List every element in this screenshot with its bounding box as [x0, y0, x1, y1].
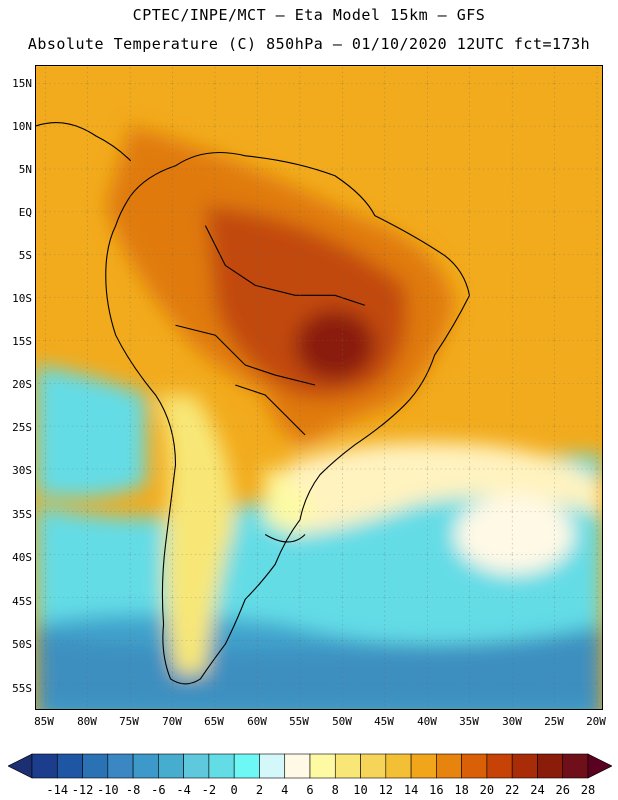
lon-tick: 55W — [289, 715, 309, 728]
colorbar-swatch — [259, 753, 286, 779]
lat-tick: 10S — [12, 292, 32, 305]
colorbar-label: 14 — [403, 783, 419, 797]
lon-tick: 40W — [417, 715, 437, 728]
colorbar-swatch — [511, 753, 538, 779]
lon-tick: 50W — [332, 715, 352, 728]
colorbar-over-arrow — [587, 753, 612, 779]
lat-tick: 15N — [12, 77, 32, 90]
colorbar-label: 12 — [378, 783, 394, 797]
colorbar-swatch — [208, 753, 235, 779]
lon-tick: 25W — [544, 715, 564, 728]
chart-subtitle: Absolute Temperature (C) 850hPa – 01/10/… — [27, 35, 591, 53]
colorbar-label: -10 — [96, 783, 119, 797]
colorbar-swatch — [107, 753, 134, 779]
colorbar-under-arrow — [8, 753, 33, 779]
lon-tick: 45W — [374, 715, 394, 728]
lon-tick: 80W — [77, 715, 97, 728]
colorbar-label: 6 — [306, 783, 314, 797]
colorbar-swatch — [436, 753, 462, 779]
colorbar-label: 16 — [429, 783, 444, 797]
colorbar-label: 28 — [580, 783, 596, 797]
temperature-map — [35, 65, 603, 710]
colorbar-swatch — [183, 753, 210, 779]
lat-tick: 15S — [12, 335, 32, 348]
colorbar-label: 2 — [255, 783, 264, 797]
lat-tick: EQ — [18, 206, 32, 219]
colorbar-label: -8 — [125, 783, 141, 797]
colorbar-label: 24 — [530, 783, 545, 797]
lat-tick: 30S — [12, 464, 32, 477]
chart-title: CPTEC/INPE/MCT – Eta Model 15km – GFS — [132, 6, 486, 24]
colorbar-label: 22 — [504, 783, 520, 797]
lat-tick: 5S — [18, 249, 32, 262]
colorbar-swatch — [410, 753, 437, 779]
colorbar-swatch — [82, 753, 109, 779]
colorbar-label: 4 — [281, 783, 289, 797]
colorbar-swatch — [132, 753, 159, 779]
lat-tick: 40S — [12, 551, 32, 564]
colorbar — [8, 753, 612, 779]
colorbar-label: 8 — [331, 783, 339, 797]
colorbar-label: -2 — [201, 783, 217, 797]
colorbar-label: -14 — [46, 783, 69, 797]
lon-tick: 30W — [502, 715, 522, 728]
lon-tick: 85W — [34, 715, 54, 728]
colorbar-swatch — [31, 753, 58, 779]
colorbar-swatch — [562, 753, 589, 779]
colorbar-swatch — [334, 753, 361, 779]
colorbar-swatch — [233, 753, 260, 779]
colorbar-swatch — [360, 753, 387, 779]
lon-tick: 70W — [162, 715, 182, 728]
colorbar-swatch — [309, 753, 336, 779]
lat-tick: 10N — [12, 120, 32, 133]
lat-tick: 20S — [12, 378, 32, 391]
lon-tick: 35W — [459, 715, 479, 728]
colorbar-swatch — [486, 753, 513, 779]
colorbar-swatch — [461, 753, 488, 779]
lat-tick: 55S — [12, 682, 32, 695]
lon-tick: 20W — [586, 715, 606, 728]
lat-tick: 5N — [18, 163, 32, 176]
colorbar-swatch — [158, 753, 184, 779]
colorbar-label: 20 — [479, 783, 495, 797]
colorbar-swatch — [56, 753, 83, 779]
colorbar-swatch — [385, 753, 412, 779]
colorbar-label: -4 — [176, 783, 191, 797]
colorbar-label: 18 — [454, 783, 469, 797]
lat-tick: 25S — [12, 421, 32, 434]
colorbar-label: 10 — [353, 783, 368, 797]
lon-tick: 75W — [119, 715, 139, 728]
lon-tick: 60W — [247, 715, 267, 728]
colorbar-label: -6 — [151, 783, 166, 797]
lat-tick: 35S — [12, 508, 32, 521]
colorbar-label: 0 — [230, 783, 238, 797]
colorbar-label: 26 — [555, 783, 570, 797]
lat-tick: 50S — [12, 638, 32, 651]
lat-tick: 45S — [12, 595, 32, 608]
lon-tick: 65W — [204, 715, 224, 728]
colorbar-swatch — [284, 753, 311, 779]
colorbar-swatch — [537, 753, 564, 779]
colorbar-label: -12 — [71, 783, 94, 797]
